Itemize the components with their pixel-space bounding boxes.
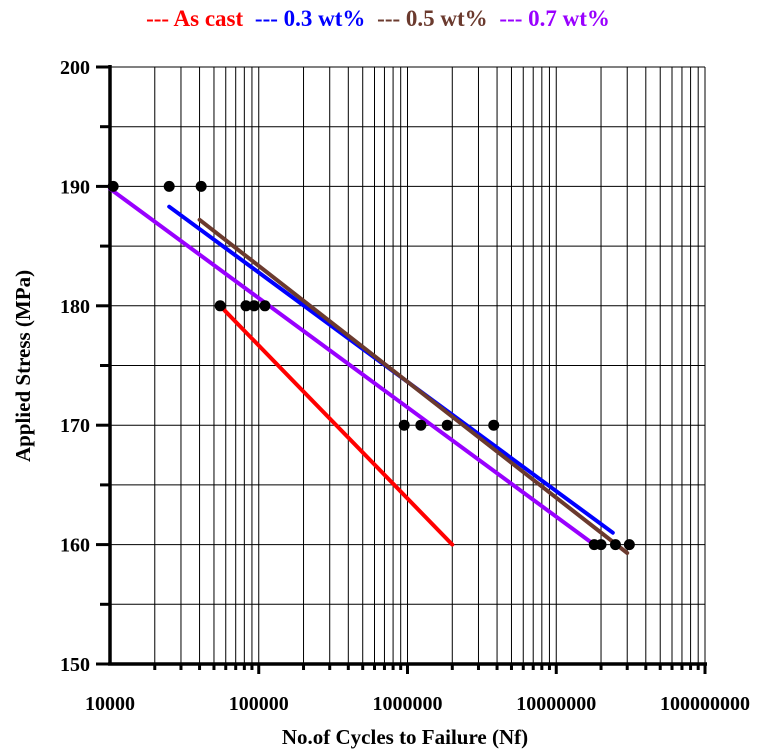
data-point: [240, 300, 252, 312]
x-tick-label: 1000000: [373, 693, 443, 715]
x-tick-label: 100000000: [660, 693, 750, 715]
y-tick-label: 170: [60, 415, 90, 437]
x-tick-label: 10000: [85, 693, 135, 715]
legend-0-5-wt: --- 0.5 wt%: [377, 6, 488, 31]
grid: [110, 66, 706, 664]
data-point: [259, 300, 271, 312]
data-point: [214, 300, 226, 312]
series-line-0-5-wt-: [197, 217, 630, 555]
data-point: [163, 180, 175, 192]
data-point: [623, 539, 635, 551]
y-tick-label: 200: [60, 57, 90, 79]
legend: --- As cast --- 0.3 wt% --- 0.5 wt% --- …: [0, 6, 762, 32]
legend-as-cast: --- As cast: [146, 6, 244, 31]
data-point: [595, 539, 607, 551]
x-tick-label: 100000: [229, 693, 289, 715]
axes: [96, 65, 707, 674]
data-point: [441, 419, 453, 431]
legend-0-3-wt: --- 0.3 wt%: [254, 6, 366, 31]
data-point: [195, 180, 207, 192]
data-point: [415, 419, 427, 431]
data-point: [609, 539, 621, 551]
data-point: [248, 300, 260, 312]
data-point: [107, 180, 119, 192]
legend-0-7-wt: --- 0.7 wt%: [499, 6, 610, 31]
x-tick-label: 10000000: [516, 693, 596, 715]
y-axis-label: Applied Stress (MPa): [11, 270, 35, 462]
series-line-0-7-wt-: [108, 186, 597, 547]
series-lines: [108, 186, 630, 555]
x-axis-label: No.of Cycles to Failure (Nf): [282, 725, 528, 749]
series-line-as-cast: [218, 303, 455, 547]
data-point: [488, 419, 500, 431]
data-point: [398, 419, 410, 431]
y-tick-label: 180: [60, 296, 90, 318]
tick-labels: 150 160 170 180 190 200 10000 100000 1000000 1000…: [60, 57, 750, 715]
y-tick-label: 160: [60, 535, 90, 557]
y-tick-label: 190: [60, 176, 90, 198]
y-tick-label: 150: [60, 654, 90, 676]
data-points: [107, 180, 635, 551]
